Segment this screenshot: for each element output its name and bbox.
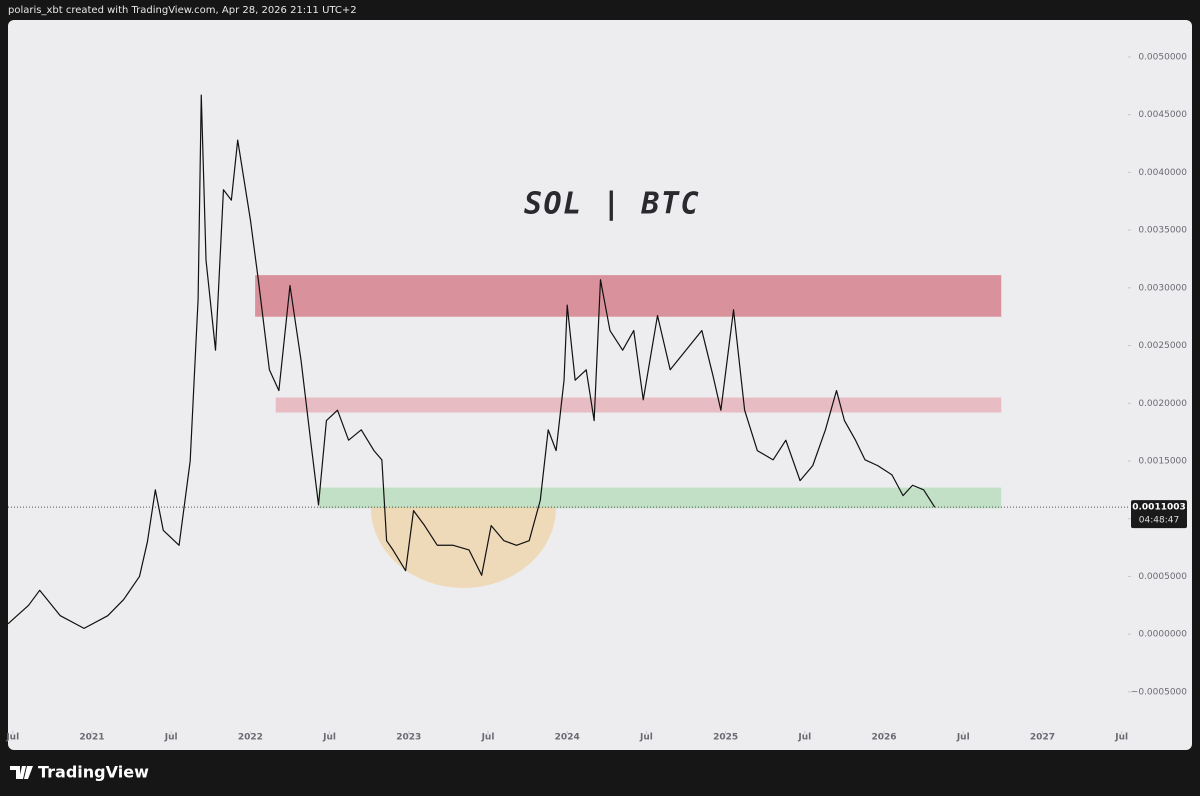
x-tick-label: Jul: [1114, 733, 1128, 743]
y-tick-label: 0.0045000: [1138, 110, 1187, 120]
chart-title: SOL | BTC: [524, 187, 700, 222]
y-tick-label: 0.0005000: [1138, 572, 1187, 582]
x-tick-label: Jul: [956, 733, 970, 743]
x-tick-label: 2022: [238, 733, 263, 743]
zone-arc: [370, 507, 557, 588]
x-tick-label: Jul: [797, 733, 811, 743]
y-tick-label: 0.0000000: [1138, 630, 1187, 640]
x-tick-label: 2025: [713, 733, 738, 743]
y-tick-label: 0.0030000: [1138, 283, 1187, 293]
y-tick-label: −0.0005000: [1131, 687, 1187, 697]
price-line: [7, 94, 936, 629]
price-tag-value: 0.0011003: [1132, 503, 1186, 513]
zone: [275, 397, 1002, 413]
y-tick-label: 0.0025000: [1138, 341, 1187, 351]
logo-icon: [10, 766, 33, 779]
plot-area: −0.00050000.00000000.00050000.00100000.0…: [5, 52, 1187, 742]
logo: TradingView: [10, 763, 149, 782]
y-tick-label: 0.0020000: [1138, 399, 1187, 409]
zone: [255, 275, 1002, 317]
x-tick-label: Jul: [639, 733, 653, 743]
chart-background: [8, 20, 1192, 750]
header-text: polaris_xbt created with TradingView.com…: [8, 5, 357, 16]
y-tick-label: 0.0040000: [1138, 168, 1187, 178]
y-tick-label: 0.0015000: [1138, 457, 1187, 467]
zone: [318, 487, 1002, 509]
x-tick-label: Jul: [481, 733, 495, 743]
logo-text: TradingView: [38, 763, 149, 782]
x-tick-label: 2026: [872, 733, 897, 743]
y-tick-label: 0.0035000: [1138, 226, 1187, 236]
x-tick-label: 2021: [79, 733, 104, 743]
price-tag-time: 04:48:47: [1139, 516, 1179, 526]
x-tick-label: 2024: [555, 733, 580, 743]
price-tag: [1131, 500, 1187, 529]
x-tick-label: Jul: [5, 733, 19, 743]
y-tick-label: 0.0050000: [1138, 52, 1187, 62]
x-tick-label: 2027: [1030, 733, 1055, 743]
x-tick-label: Jul: [322, 733, 336, 743]
x-tick-label: 2023: [396, 733, 421, 743]
x-tick-label: Jul: [164, 733, 178, 743]
